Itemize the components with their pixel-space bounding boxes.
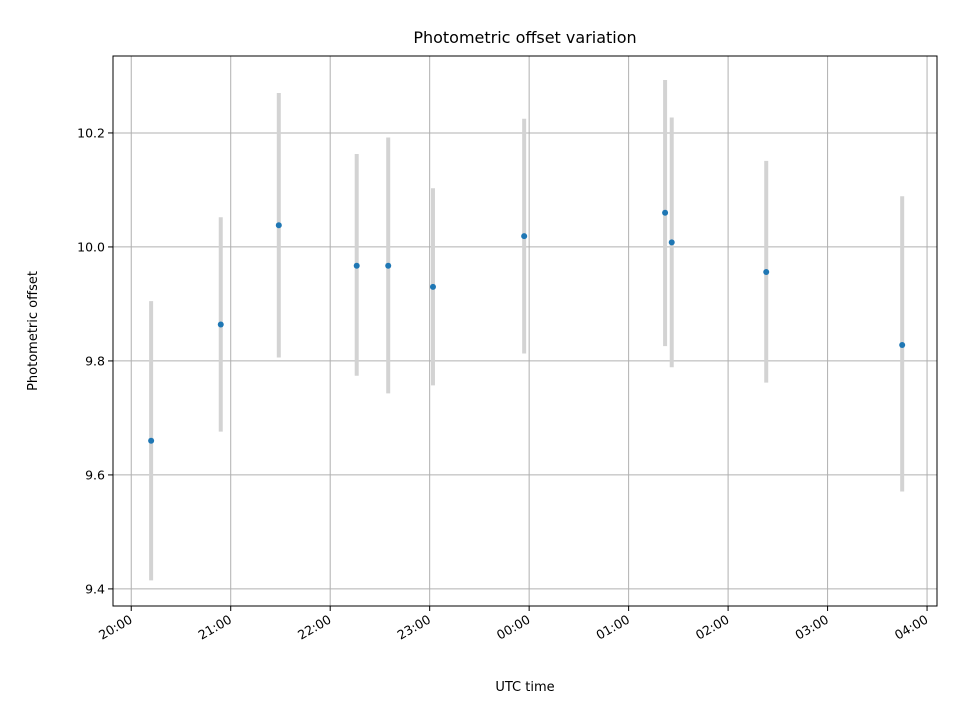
x-tick-label: 03:00 (792, 612, 831, 643)
data-point (429, 283, 436, 290)
y-axis-label: Photometric offset (26, 271, 41, 391)
data-point (521, 233, 528, 240)
data-point (763, 269, 770, 276)
data-point (275, 222, 282, 229)
x-tick-label: 21:00 (196, 612, 235, 643)
x-tick-label: 23:00 (394, 612, 433, 643)
x-tick-label: 02:00 (693, 612, 732, 643)
data-point (385, 262, 392, 269)
x-axis-label: UTC time (495, 680, 554, 695)
x-tick-label: 20:00 (96, 612, 135, 643)
data-point (899, 341, 906, 348)
data-point (217, 321, 224, 328)
data-point (668, 239, 675, 246)
data-point (662, 209, 669, 216)
plot-frame (112, 55, 938, 607)
chart-title: Photometric offset variation (413, 28, 636, 47)
x-tick-label: 22:00 (295, 612, 334, 643)
data-series (148, 79, 906, 581)
data-point (353, 262, 360, 269)
data-point (148, 437, 155, 444)
x-tick-label: 04:00 (892, 612, 931, 643)
y-tick-label: 10.2 (77, 125, 105, 140)
x-tick-label: 00:00 (494, 612, 533, 643)
y-tick-label: 9.4 (85, 581, 105, 596)
x-tick-label: 01:00 (593, 612, 632, 643)
y-tick-label: 9.8 (85, 353, 105, 368)
axis-ticks: 20:00 21:00 22:00 23:00 00:00 01:00 02:00 03:00… (77, 125, 930, 642)
y-tick-label: 10.0 (77, 239, 105, 254)
y-tick-label: 9.6 (85, 467, 105, 482)
